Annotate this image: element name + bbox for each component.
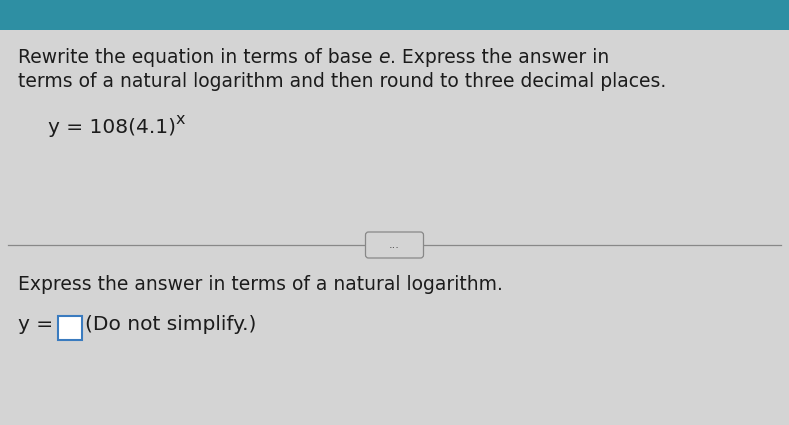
Text: terms of a natural logarithm and then round to three decimal places.: terms of a natural logarithm and then ro… (18, 72, 666, 91)
FancyBboxPatch shape (0, 0, 789, 30)
Text: . Express the answer in: . Express the answer in (390, 48, 609, 67)
Text: Rewrite the equation in terms of base: Rewrite the equation in terms of base (18, 48, 379, 67)
Text: x: x (176, 112, 185, 127)
FancyBboxPatch shape (365, 232, 424, 258)
Text: ...: ... (389, 240, 400, 250)
Text: y =: y = (18, 315, 59, 334)
Text: Express the answer in terms of a natural logarithm.: Express the answer in terms of a natural… (18, 275, 503, 294)
Text: e: e (379, 48, 390, 67)
Text: y = 108(4.1): y = 108(4.1) (48, 118, 176, 137)
FancyBboxPatch shape (58, 316, 83, 340)
Text: (Do not simplify.): (Do not simplify.) (85, 315, 257, 334)
